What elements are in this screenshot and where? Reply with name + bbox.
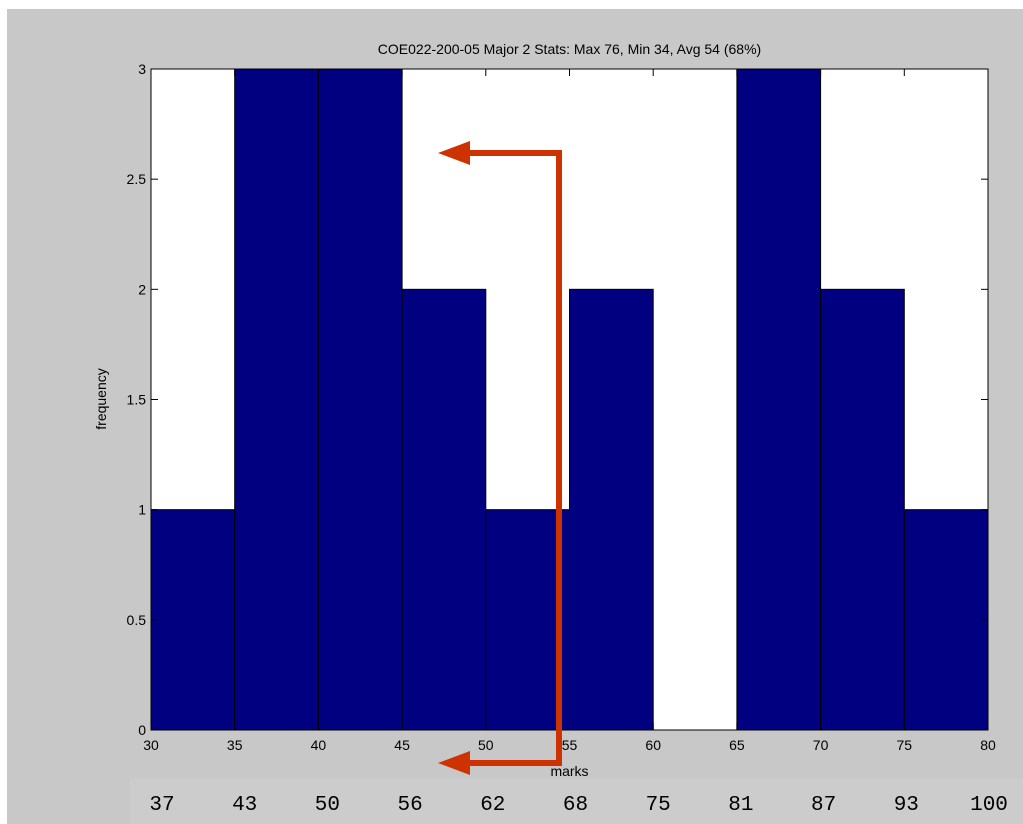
x-tick-label: 50 (478, 737, 494, 753)
percent-scale-label: 87 (811, 794, 836, 817)
x-tick-label: 35 (227, 737, 243, 753)
chart-title: COE022-200-05 Major 2 Stats: Max 76, Min… (378, 41, 761, 57)
annotation-arrow-path (465, 150, 562, 766)
histogram-bar (820, 288, 905, 731)
y-tick-label: 2.5 (127, 171, 147, 187)
y-ticks-group: 0 0.5 1 1.5 2 2.5 3 (127, 61, 988, 738)
histogram-bar (150, 509, 236, 731)
y-tick-label: 1.5 (127, 392, 147, 408)
x-ticks-group: 30 35 40 45 50 55 60 65 70 75 80 (143, 69, 996, 753)
x-axis-label: marks (550, 763, 588, 779)
histogram-bar (317, 68, 403, 731)
percent-scale-label: 100 (970, 794, 1008, 817)
x-tick-label: 75 (897, 737, 913, 753)
percent-scale-label: 68 (563, 794, 588, 817)
y-axis-label: frequency (93, 368, 109, 429)
histogram-bar (569, 288, 654, 731)
percent-scale-label: 62 (480, 794, 505, 817)
percent-scale-label: 56 (397, 794, 422, 817)
x-tick-label: 40 (311, 737, 327, 753)
x-tick-label: 45 (394, 737, 410, 753)
percent-scale-label: 81 (728, 794, 753, 817)
y-tick-label: 2 (138, 281, 146, 297)
x-tick-label: 65 (729, 737, 745, 753)
percent-scale-strip (130, 779, 1023, 824)
percent-scale-group: 37 43 50 56 62 68 75 81 87 93 100 (149, 794, 1008, 817)
percent-scale-label: 50 (315, 794, 340, 817)
annotation-arrow (438, 141, 562, 775)
x-tick-label: 80 (980, 737, 996, 753)
histogram-bar (736, 68, 822, 731)
percent-scale-label: 37 (149, 794, 174, 817)
percent-scale-label: 43 (232, 794, 257, 817)
x-tick-label: 55 (562, 737, 578, 753)
percent-scale-label: 75 (646, 794, 671, 817)
histogram-bar (234, 68, 319, 731)
percent-scale-label: 93 (894, 794, 919, 817)
histogram-bar (401, 288, 487, 731)
histogram-bar (903, 509, 989, 731)
annotation-arrowhead-lower (438, 751, 470, 775)
annotation-arrowhead-upper (438, 141, 470, 165)
y-tick-label: 1 (138, 502, 146, 518)
y-tick-label: 0 (138, 722, 146, 738)
x-tick-label: 30 (143, 737, 159, 753)
x-tick-label: 60 (645, 737, 661, 753)
bars-group (150, 68, 989, 731)
y-tick-label: 3 (138, 61, 146, 77)
y-tick-label: 0.5 (127, 612, 147, 628)
x-tick-label: 70 (813, 737, 829, 753)
